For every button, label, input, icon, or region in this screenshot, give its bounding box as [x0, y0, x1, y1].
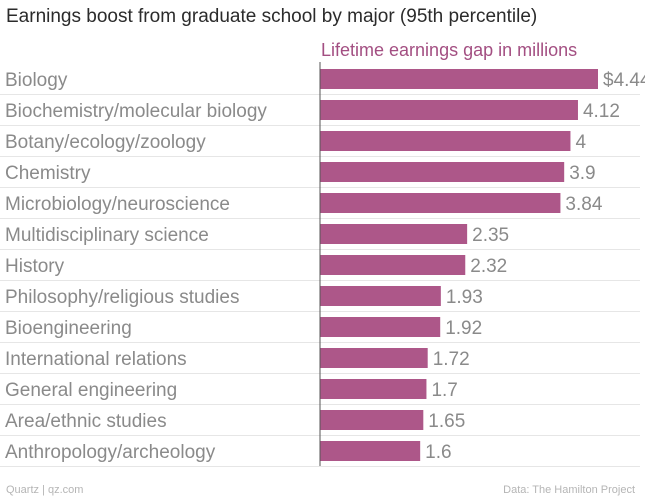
bar	[320, 131, 571, 151]
bar	[320, 255, 466, 275]
value-label: 1.6	[425, 442, 451, 463]
category-label: International relations	[5, 349, 187, 370]
value-label: 1.65	[428, 411, 465, 432]
value-label: 2.32	[470, 256, 507, 277]
footer-source: Data: The Hamilton Project	[503, 484, 635, 496]
bar	[320, 441, 421, 461]
bar	[320, 286, 441, 306]
value-label: 1.92	[445, 318, 482, 339]
value-label: 4	[575, 132, 586, 153]
category-label: History	[5, 256, 65, 277]
bar	[320, 348, 428, 368]
category-label: Biochemistry/molecular biology	[5, 101, 267, 122]
bar	[320, 162, 565, 182]
category-label: Microbiology/neuroscience	[5, 194, 230, 215]
bar	[320, 100, 578, 120]
value-label: 2.35	[472, 225, 509, 246]
chart-legend: Lifetime earnings gap in millions	[321, 40, 577, 60]
bar	[320, 69, 598, 89]
category-label: Botany/ecology/zoology	[5, 132, 206, 153]
category-label: Bioengineering	[5, 318, 132, 339]
value-label: 1.7	[431, 380, 457, 401]
value-label: 4.12	[583, 101, 620, 122]
value-label: 1.72	[433, 349, 470, 370]
chart-title: Earnings boost from graduate school by m…	[6, 6, 538, 27]
category-label: General engineering	[5, 380, 177, 401]
value-label: $4.44	[603, 70, 645, 91]
category-label: Area/ethnic studies	[5, 411, 167, 432]
value-label: 3.9	[569, 163, 595, 184]
value-label: 3.84	[565, 194, 602, 215]
category-label: Chemistry	[5, 163, 91, 184]
footer-credit: Quartz | qz.com	[6, 484, 84, 496]
bar	[320, 317, 441, 337]
category-label: Multidisciplinary science	[5, 225, 209, 246]
bar	[320, 193, 561, 213]
bar	[320, 410, 424, 430]
category-label: Biology	[5, 70, 68, 91]
bar	[320, 224, 468, 244]
category-label: Anthropology/archeology	[5, 442, 216, 463]
category-label: Philosophy/religious studies	[5, 287, 239, 308]
value-label: 1.93	[446, 287, 483, 308]
bar	[320, 379, 427, 399]
